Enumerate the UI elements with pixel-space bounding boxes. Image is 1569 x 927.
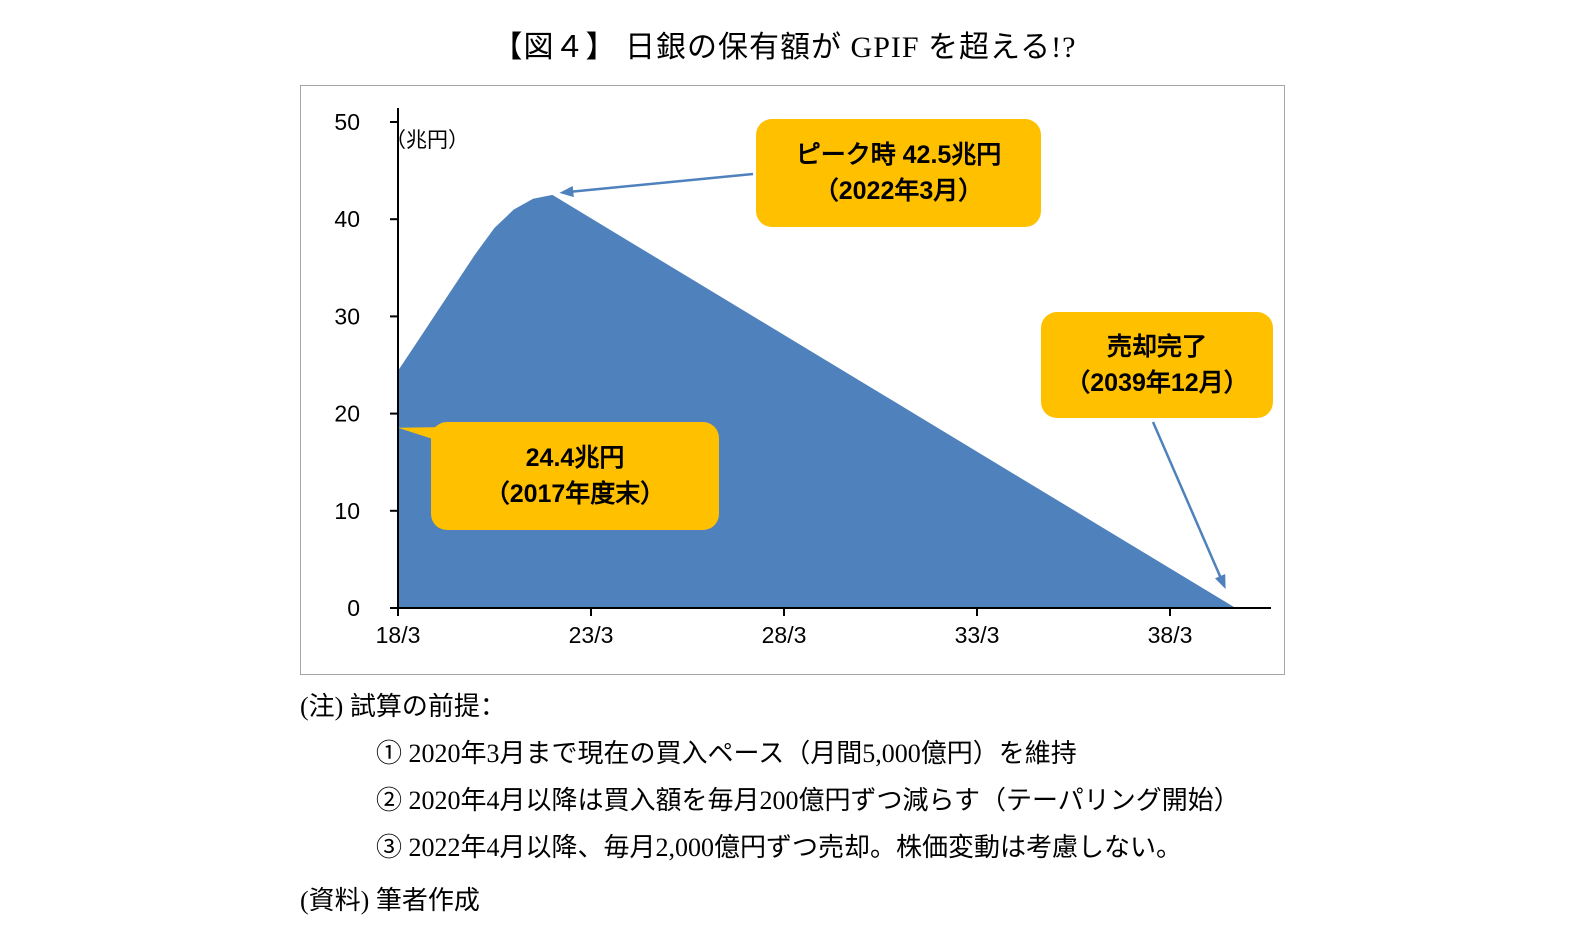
notes-heading: (注) 試算の前提：	[300, 692, 506, 721]
note-item-2: ② 2020年4月以降は買入額を毎月200億円ずつ減らす（テーパリング開始）	[376, 786, 1240, 815]
note-item-3: ③ 2022年4月以降、毎月2,000億円ずつ売却。株価変動は考慮しない。	[376, 833, 1183, 862]
chart-panel: 0 10 20 30 40 50 18/3 23/3 28/3 33/3 38/3 （兆円） ピーク…	[300, 85, 1285, 675]
callout-arrowhead	[559, 186, 574, 198]
chart-title: 【図４】 日銀の保有額が GPIF を超える!?	[492, 31, 1077, 64]
note-item-1: ① 2020年3月まで現在の買入ペース（月間5,000億円）を維持	[376, 739, 1077, 768]
y-tick-label: 10	[334, 498, 360, 524]
y-tick-label: 20	[334, 401, 360, 427]
x-tick-label: 23/3	[569, 622, 614, 648]
y-tick-label: 30	[334, 303, 360, 329]
figure-notes: (注) 試算の前提： ① 2020年3月まで現在の買入ペース（月間5,000億円…	[300, 686, 1240, 927]
x-tick-label: 38/3	[1148, 622, 1193, 648]
x-tick-label: 33/3	[955, 622, 1000, 648]
callout-peak: ピーク時 42.5兆円 （2022年3月）	[756, 119, 1041, 227]
y-tick-label: 40	[334, 206, 360, 232]
callout-end-line2: （2039年12月）	[1065, 369, 1249, 397]
callout-end: 売却完了 （2039年12月）	[1041, 312, 1273, 418]
source-note: (資料) 筆者作成	[300, 886, 480, 915]
callout-end-line1: 売却完了	[1106, 332, 1207, 361]
callout-start-line1: 24.4兆円	[525, 443, 625, 472]
x-tick-label: 18/3	[376, 622, 421, 648]
callout-peak-line1: ピーク時 42.5兆円	[795, 140, 1002, 169]
callout-start-line2: （2017年度末）	[484, 480, 666, 508]
callout-arrow	[568, 172, 754, 194]
y-tick-label: 0	[347, 595, 360, 621]
callout-arrowhead	[1215, 574, 1226, 589]
callout-peak-line2: （2022年3月）	[813, 177, 984, 205]
callout-start: 24.4兆円 （2017年度末）	[431, 422, 719, 530]
x-tick-label: 28/3	[762, 622, 807, 648]
y-tick-label: 50	[334, 109, 360, 135]
callout-arrow	[1151, 421, 1224, 582]
y-axis-unit-label: （兆円）	[385, 129, 469, 152]
